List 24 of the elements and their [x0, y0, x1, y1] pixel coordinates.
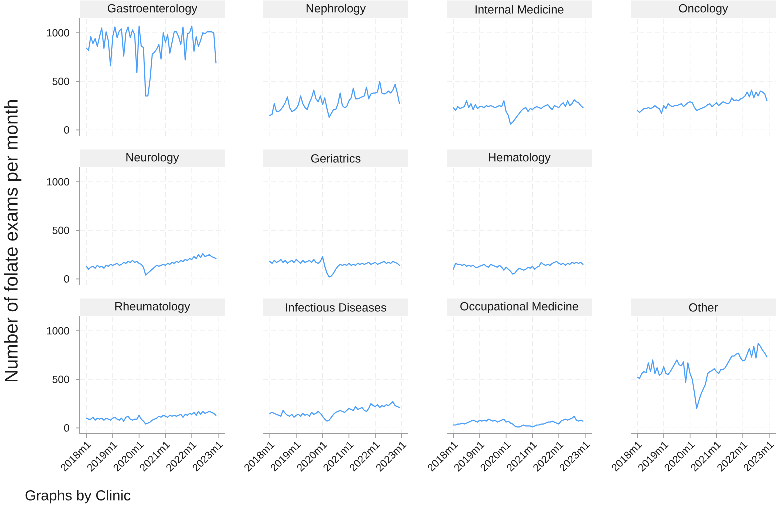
- y-tick-label: 1000: [47, 29, 70, 37]
- chart-title: Neurology: [126, 153, 180, 164]
- chart-title: Rheumatology: [116, 302, 190, 314]
- line-series: [86, 411, 217, 425]
- chart-title: Oncology: [679, 4, 728, 16]
- y-tick-label: 500: [52, 376, 70, 384]
- chart-title: Nephrology: [306, 4, 366, 16]
- y-tick-label: 1000: [47, 327, 70, 335]
- y-tick-label: 500: [52, 78, 70, 86]
- y-tick-label: 500: [52, 226, 70, 234]
- chart-title: Hematology: [489, 153, 551, 164]
- chart-title: Other: [689, 303, 718, 312]
- chart-title: Occupational Medicine: [460, 302, 578, 314]
- y-tick-label: 0: [64, 424, 70, 432]
- y-axis-title: Number of folate exams per month: [4, 100, 22, 382]
- chart-title: Internal Medicine: [476, 5, 564, 14]
- text: Graphs by Clinic: [26, 490, 131, 504]
- chart-title: Gastroenterology: [108, 4, 198, 16]
- line-series: [86, 253, 217, 276]
- y-tick-label: 0: [64, 126, 70, 134]
- y-tick-label: 1000: [47, 178, 70, 186]
- chart-title: Geriatrics: [311, 154, 361, 163]
- y-tick-label: 0: [64, 275, 70, 283]
- chart-title: Infectious Diseases: [286, 303, 387, 312]
